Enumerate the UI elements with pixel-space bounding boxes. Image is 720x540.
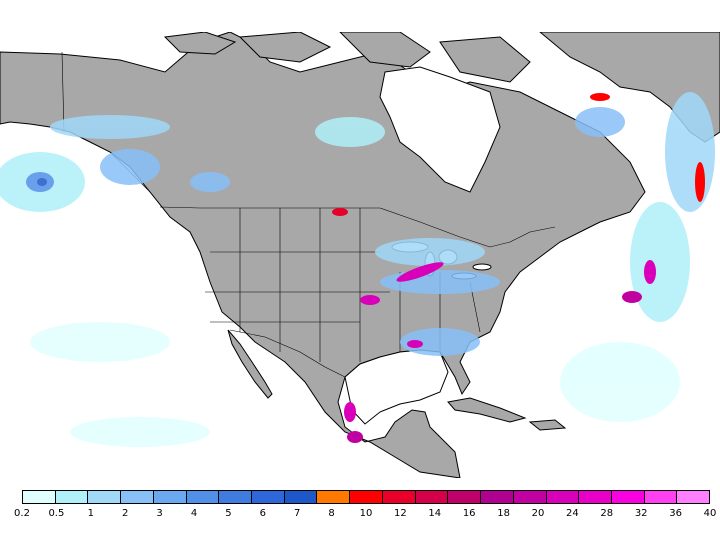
legend-swatch: [153, 491, 187, 503]
legend-swatch: [546, 491, 580, 503]
gulf-of-mexico: [344, 349, 449, 425]
legend-tick-label: 8: [328, 508, 335, 519]
legend-tick-label: 18: [497, 508, 510, 519]
arctic-island-4: [439, 36, 531, 83]
precip-heavy: [332, 93, 705, 443]
legend-swatch: [55, 491, 89, 503]
legend-tick-label: 7: [294, 508, 301, 519]
legend-swatch: [88, 491, 122, 503]
legend-tick-label: 40: [703, 508, 717, 519]
legend-swatch: [382, 491, 416, 503]
cuba-land: [447, 397, 527, 423]
legend-tick-label: 3: [156, 508, 163, 519]
arctic-island-2: [238, 32, 332, 63]
legend-swatch: [677, 491, 710, 503]
arctic-island-1: [163, 32, 237, 55]
legend-tick-label: 20: [531, 508, 545, 519]
hudson-bay: [379, 66, 501, 193]
legend-tick-label: 0.5: [48, 508, 65, 519]
legend-color-bar: [22, 490, 710, 504]
legend-tick-label: 36: [669, 508, 682, 519]
legend-tick-label: 4: [190, 508, 198, 519]
legend-swatch: [186, 491, 220, 503]
legend-tick-label: 28: [600, 508, 614, 519]
legend-tick-label: 14: [428, 508, 442, 519]
legend-tick-label: 24: [566, 508, 579, 519]
legend-swatch: [644, 491, 678, 503]
legend-tick-label: 5: [225, 508, 232, 519]
legend-tick-label: 6: [259, 508, 266, 519]
precipitation-map: [0, 32, 720, 478]
legend-swatch: [513, 491, 547, 503]
legend-labels: 0.2 0.5 1 2 3 4 5 6 7 8 10 12 14 16 18 20 24 28 32 36 40: [14, 508, 716, 522]
legend-swatch: [252, 491, 285, 503]
legend-tick-label: 2: [122, 508, 129, 519]
arctic-island-3: [339, 32, 431, 68]
legend-swatch: [284, 491, 318, 503]
legend-swatch: [219, 491, 253, 503]
baja-land: [227, 329, 273, 399]
legend-swatch: [23, 491, 56, 503]
legend-tick-label: 16: [462, 508, 476, 519]
legend-swatch: [121, 491, 154, 503]
legend-tick-label: 12: [394, 508, 407, 519]
legend-tick-label: 0.2: [14, 508, 30, 519]
legend: 0.2 0.5 1 2 3 4 5 6 7 8 10 12 14 16 18 20 24 28 32 36 40: [0, 488, 720, 528]
legend-tick-label: 32: [634, 508, 648, 519]
legend-swatch: [481, 491, 514, 503]
greenland-land: [539, 32, 720, 143]
legend-tick-label: 10: [359, 508, 373, 519]
legend-swatch: [611, 491, 645, 503]
map-canvas: [0, 32, 720, 478]
legend-swatch: [317, 491, 351, 503]
legend-swatch: [350, 491, 383, 503]
hispaniola-land: [528, 419, 567, 431]
legend-swatch: [448, 491, 482, 503]
legend-tick-label: 1: [87, 508, 94, 519]
legend-swatch: [415, 491, 449, 503]
legend-swatch: [579, 491, 612, 503]
